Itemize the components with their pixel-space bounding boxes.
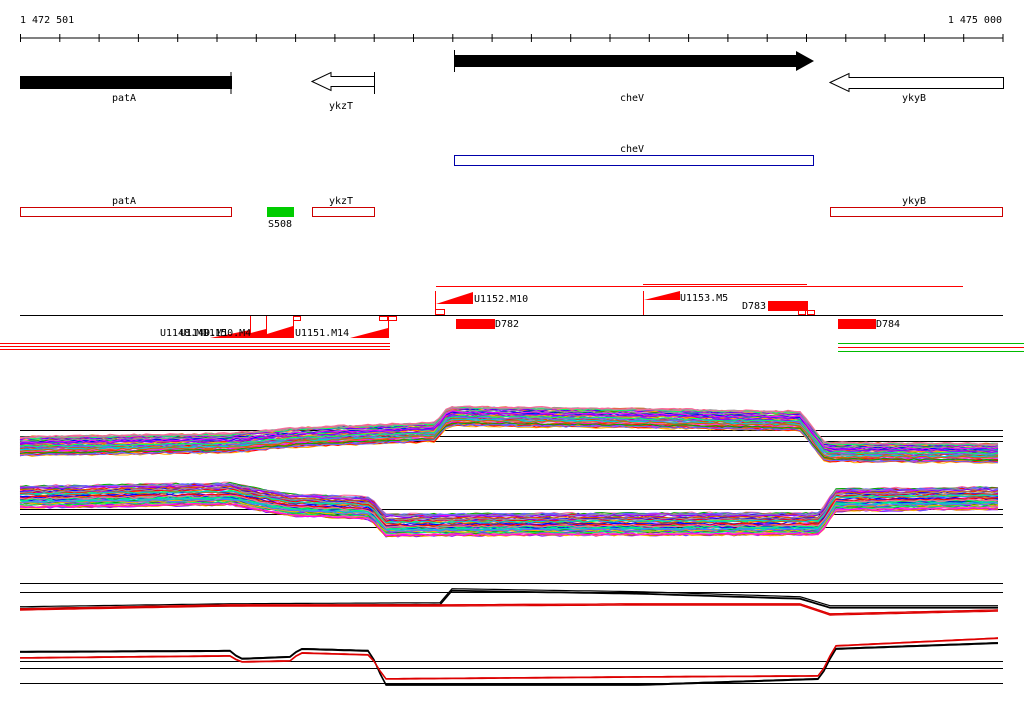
- summary-line: [20, 642, 999, 686]
- segment-label-D783: D783: [742, 301, 766, 312]
- segment-D782[interactable]: D782: [456, 319, 519, 330]
- summary-line: [19, 637, 999, 680]
- segment-label-U1153.M5: U1153.M5: [680, 293, 728, 304]
- annotation-label-patA: patA: [112, 196, 136, 207]
- annotation-ykzT[interactable]: ykzT: [312, 196, 375, 217]
- transcript-cheV[interactable]: cheV: [454, 144, 814, 166]
- gene-ykyB[interactable]: ykyB: [828, 72, 1004, 105]
- ruler-ticks: [20, 34, 1004, 42]
- annotation-track: patA S508 ykzT ykyB: [20, 196, 1003, 230]
- segment-U1153.M5[interactable]: U1153.M5: [643, 291, 729, 315]
- summary-track-plus-strand: [19, 583, 1003, 616]
- segment-label-U1152.M10: U1152.M10: [474, 294, 528, 305]
- annotation-label-ykzT: ykzT: [329, 196, 353, 207]
- segment-label-U1149.M1: U1149.M1: [180, 328, 228, 339]
- expression-line: [19, 409, 999, 450]
- gene-label-ykzT: ykzT: [329, 101, 353, 112]
- expression-line: [19, 405, 999, 445]
- expression-line: [19, 493, 999, 528]
- segment-D784[interactable]: D784: [838, 319, 900, 330]
- segment-label-U1148.M1: U1148.M1: [160, 328, 208, 339]
- expression-line: [19, 503, 999, 537]
- gene-label-patA: patA: [112, 93, 136, 104]
- expression-line: [19, 490, 999, 524]
- summary-line: [19, 603, 999, 615]
- transcript-label-cheV: cheV: [620, 144, 644, 155]
- expression-line: [19, 494, 999, 529]
- summary-line: [20, 637, 999, 680]
- summary-line: [20, 588, 998, 608]
- coordinate-ruler: 1 472 501 1 475 000: [20, 15, 1004, 42]
- expression-line: [19, 498, 999, 533]
- summary-line: [19, 637, 999, 680]
- annotation-ykyB[interactable]: ykyB: [830, 196, 1003, 217]
- expression-track-minus-strand: [19, 481, 1003, 538]
- segment-U1151.M14[interactable]: U1151.M14: [295, 316, 397, 339]
- summary-line: [19, 604, 999, 616]
- annotation-label-ykyB: ykyB: [902, 196, 926, 207]
- segment-track: U1148.M1 U1149.M1 U1150.M4 U1151.M14 U11…: [0, 284, 1024, 352]
- summary-track-minus-strand: [19, 637, 1003, 686]
- expression-line: [19, 485, 999, 520]
- gene-track: patA ykzT cheV ykyB: [20, 50, 1004, 112]
- expression-line: [19, 421, 999, 462]
- gene-ykzT[interactable]: ykzT: [310, 71, 375, 112]
- expression-line: [19, 500, 999, 535]
- expression-line: [19, 423, 999, 464]
- expression-line: [19, 412, 999, 452]
- expression-line: [19, 423, 999, 464]
- gene-label-cheV: cheV: [620, 93, 644, 104]
- expression-line: [19, 405, 999, 446]
- summary-line: [20, 642, 999, 686]
- expression-line: [19, 419, 999, 459]
- segment-D783[interactable]: D783: [742, 301, 815, 315]
- segment-label-U1150.M4: U1150.M4: [203, 328, 251, 339]
- expression-line: [19, 487, 999, 521]
- expression-line: [19, 416, 999, 456]
- annotation-patA[interactable]: patA: [20, 196, 232, 217]
- expression-track-plus-strand: [19, 405, 1003, 464]
- annotation-label-S508: S508: [268, 219, 292, 230]
- expression-line: [19, 414, 999, 455]
- gene-label-ykyB: ykyB: [902, 93, 926, 104]
- transcript-track: cheV: [454, 144, 814, 166]
- annotation-S508[interactable]: S508: [267, 207, 294, 230]
- expression-line: [19, 501, 999, 536]
- ruler-start-label: 1 472 501: [20, 15, 74, 26]
- gene-patA[interactable]: patA: [20, 72, 232, 104]
- ruler-end-label: 1 475 000: [948, 15, 1002, 26]
- segment-label-D782: D782: [495, 319, 519, 330]
- segment-label-D784: D784: [876, 319, 900, 330]
- segment-U1152.M10[interactable]: U1152.M10: [435, 291, 529, 315]
- segment-label-U1151.M14: U1151.M14: [295, 328, 349, 339]
- segment-U1150.M4[interactable]: U1150.M4: [203, 316, 301, 339]
- gene-cheV[interactable]: cheV: [454, 50, 815, 104]
